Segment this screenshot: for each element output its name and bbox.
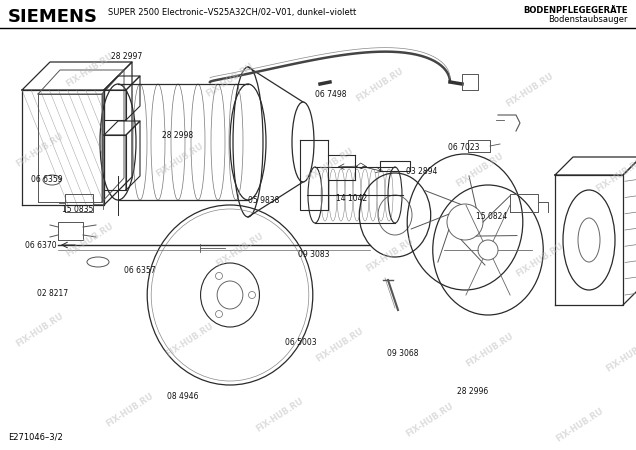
Text: 09 3083: 09 3083 xyxy=(298,250,329,259)
Text: 02 8217: 02 8217 xyxy=(37,289,68,298)
Text: FIX-HUB.RU: FIX-HUB.RU xyxy=(305,146,356,184)
Text: 14 1042: 14 1042 xyxy=(336,194,367,203)
Text: FIX-HUB.RU: FIX-HUB.RU xyxy=(65,221,115,259)
Text: 06 6357: 06 6357 xyxy=(124,266,156,275)
Text: 06 5003: 06 5003 xyxy=(285,338,317,347)
Text: FIX-HUB.RU: FIX-HUB.RU xyxy=(515,241,565,279)
Text: FIX-HUB.RU: FIX-HUB.RU xyxy=(355,66,405,104)
Text: FIX-HUB.RU: FIX-HUB.RU xyxy=(605,336,636,373)
Text: 15 0824: 15 0824 xyxy=(476,212,507,221)
Text: FIX-HUB.RU: FIX-HUB.RU xyxy=(15,311,66,349)
Text: 08 4946: 08 4946 xyxy=(167,392,198,401)
Text: FIX-HUB.RU: FIX-HUB.RU xyxy=(165,321,216,359)
Text: FIX-HUB.RU: FIX-HUB.RU xyxy=(254,396,305,434)
Text: 15 0835: 15 0835 xyxy=(62,205,93,214)
Text: FIX-HUB.RU: FIX-HUB.RU xyxy=(315,326,365,364)
Text: FIX-HUB.RU: FIX-HUB.RU xyxy=(364,236,415,274)
Text: FIX-HUB.RU: FIX-HUB.RU xyxy=(65,51,115,89)
Text: BODENPFLEGEGERÄTE: BODENPFLEGEGERÄTE xyxy=(523,6,628,15)
Text: FIX-HUB.RU: FIX-HUB.RU xyxy=(15,131,66,169)
Text: FIX-HUB.RU: FIX-HUB.RU xyxy=(504,72,555,108)
Text: FIX-HUB.RU: FIX-HUB.RU xyxy=(214,231,265,269)
Text: FIX-HUB.RU: FIX-HUB.RU xyxy=(155,141,205,179)
Text: FIX-HUB.RU: FIX-HUB.RU xyxy=(465,331,515,369)
Text: SIEMENS: SIEMENS xyxy=(8,8,98,26)
Text: 06 6359: 06 6359 xyxy=(31,176,62,184)
Text: 09 3068: 09 3068 xyxy=(387,349,418,358)
Text: FIX-HUB.RU: FIX-HUB.RU xyxy=(105,392,155,429)
Text: 03 2894: 03 2894 xyxy=(406,167,437,176)
Text: FIX-HUB.RU: FIX-HUB.RU xyxy=(595,156,636,194)
Text: 05 9838: 05 9838 xyxy=(248,196,279,205)
Text: 06 7023: 06 7023 xyxy=(448,143,480,152)
Text: 28 2997: 28 2997 xyxy=(111,52,142,61)
Text: 06 7498: 06 7498 xyxy=(315,90,347,99)
Text: FIX-HUB.RU: FIX-HUB.RU xyxy=(404,401,455,439)
Text: 06 6370: 06 6370 xyxy=(25,241,57,250)
Text: 28 2998: 28 2998 xyxy=(162,131,193,140)
Text: FIX-HUB.RU: FIX-HUB.RU xyxy=(555,406,605,444)
Text: SUPER 2500 Electronic–VS25A32CH/02–V01, dunkel–violett: SUPER 2500 Electronic–VS25A32CH/02–V01, … xyxy=(108,8,356,17)
Text: 28 2996: 28 2996 xyxy=(457,387,488,396)
Text: Bodenstaubsauger: Bodenstaubsauger xyxy=(548,15,628,24)
Text: E271046–3/2: E271046–3/2 xyxy=(8,433,63,442)
Text: FIX-HUB.RU: FIX-HUB.RU xyxy=(455,151,506,189)
Text: FIX-HUB.RU: FIX-HUB.RU xyxy=(205,61,256,99)
